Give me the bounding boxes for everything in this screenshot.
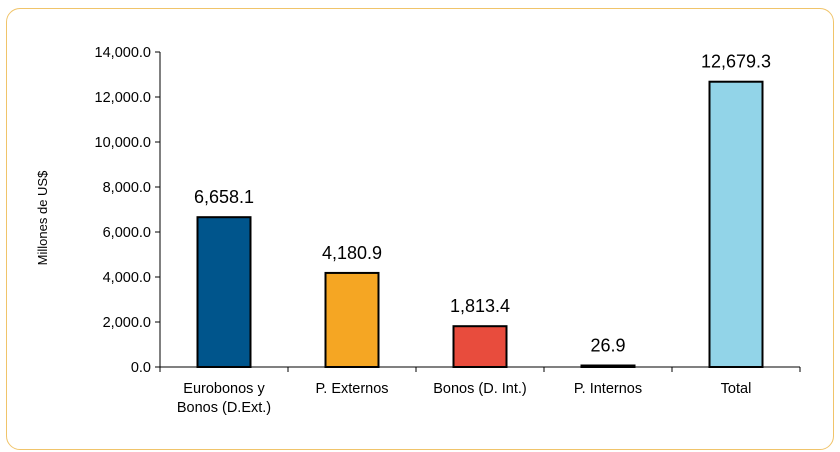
y-tick-label: 10,000.0 — [95, 135, 151, 151]
y-tick-label: 2,000.0 — [103, 315, 151, 331]
x-tick-label: Bonos (D.Ext.) — [177, 400, 271, 416]
data-label: 26.9 — [590, 336, 625, 356]
y-tick-label: 8,000.0 — [103, 180, 151, 196]
y-tick-label: 14,000.0 — [95, 45, 151, 61]
y-axis: 0.0 2,000.0 4,000.0 6,000.0 8,000.0 10,000.0 1… — [95, 45, 160, 376]
data-label: 6,658.1 — [194, 187, 254, 207]
bars — [198, 82, 763, 367]
y-axis-label: Millones de US$ — [35, 170, 50, 265]
x-tick-label: Bonos (D. Int.) — [433, 381, 526, 397]
data-label: 12,679.3 — [701, 52, 771, 72]
bar — [710, 82, 763, 367]
y-tick-label: 6,000.0 — [103, 225, 151, 241]
data-label: 1,813.4 — [450, 296, 510, 316]
x-tick-label: P. Externos — [315, 381, 388, 397]
x-tick-label: Total — [721, 381, 752, 397]
y-tick-label: 12,000.0 — [95, 90, 151, 106]
y-tick-label: 4,000.0 — [103, 270, 151, 286]
x-tick-label: P. Internos — [574, 381, 642, 397]
x-tick-label: Eurobonos y — [183, 381, 265, 397]
category-labels: Eurobonos y Bonos (D.Ext.) P. Externos Bono… — [177, 381, 751, 416]
value-labels: 6,658.1 4,180.9 1,813.4 26.9 12,679.3 — [194, 52, 771, 356]
y-tick-label: 0.0 — [131, 360, 151, 376]
bar — [326, 273, 379, 367]
bar — [454, 326, 507, 367]
bar — [198, 217, 251, 367]
data-label: 4,180.9 — [322, 243, 382, 263]
bar — [582, 366, 635, 368]
